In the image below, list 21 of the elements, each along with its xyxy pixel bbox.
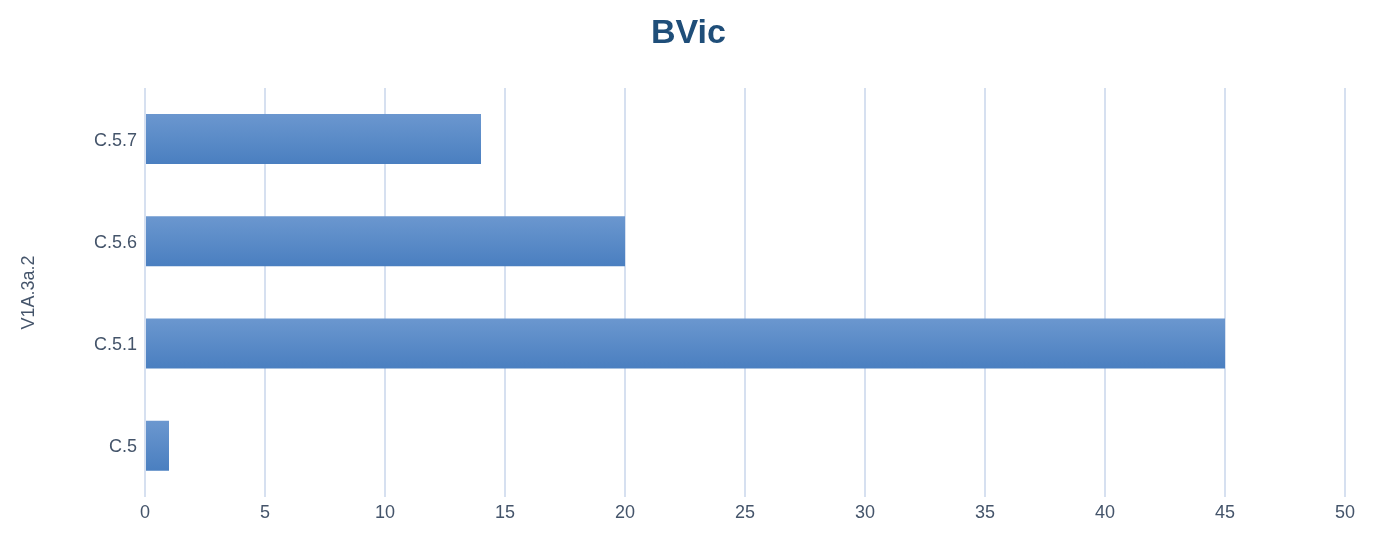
bar (145, 114, 481, 164)
bar (145, 318, 1225, 369)
chart-title: BVic (650, 11, 727, 52)
y-tick-label: C.5.6 (93, 231, 137, 252)
bar (145, 420, 169, 471)
y-tick-label: C.5 (108, 436, 137, 457)
y-tick-label: C.5.7 (93, 129, 137, 150)
x-tick-label: 25 (734, 501, 756, 522)
x-tick-label: 20 (614, 501, 636, 522)
x-tick-label: 50 (1334, 501, 1356, 522)
y-axis-title: V1A.3a.2 (18, 255, 39, 330)
x-tick-label: 0 (139, 501, 151, 522)
x-tick-label: 45 (1214, 501, 1236, 522)
bar (145, 216, 625, 267)
y-tick-label: C.5.1 (93, 334, 137, 355)
x-tick-label: 30 (854, 501, 876, 522)
x-tick-label: 5 (259, 501, 271, 522)
x-tick-label: 15 (494, 501, 516, 522)
x-tick-label: 10 (374, 501, 396, 522)
x-tick-label: 40 (1094, 501, 1116, 522)
x-tick-label: 35 (974, 501, 996, 522)
